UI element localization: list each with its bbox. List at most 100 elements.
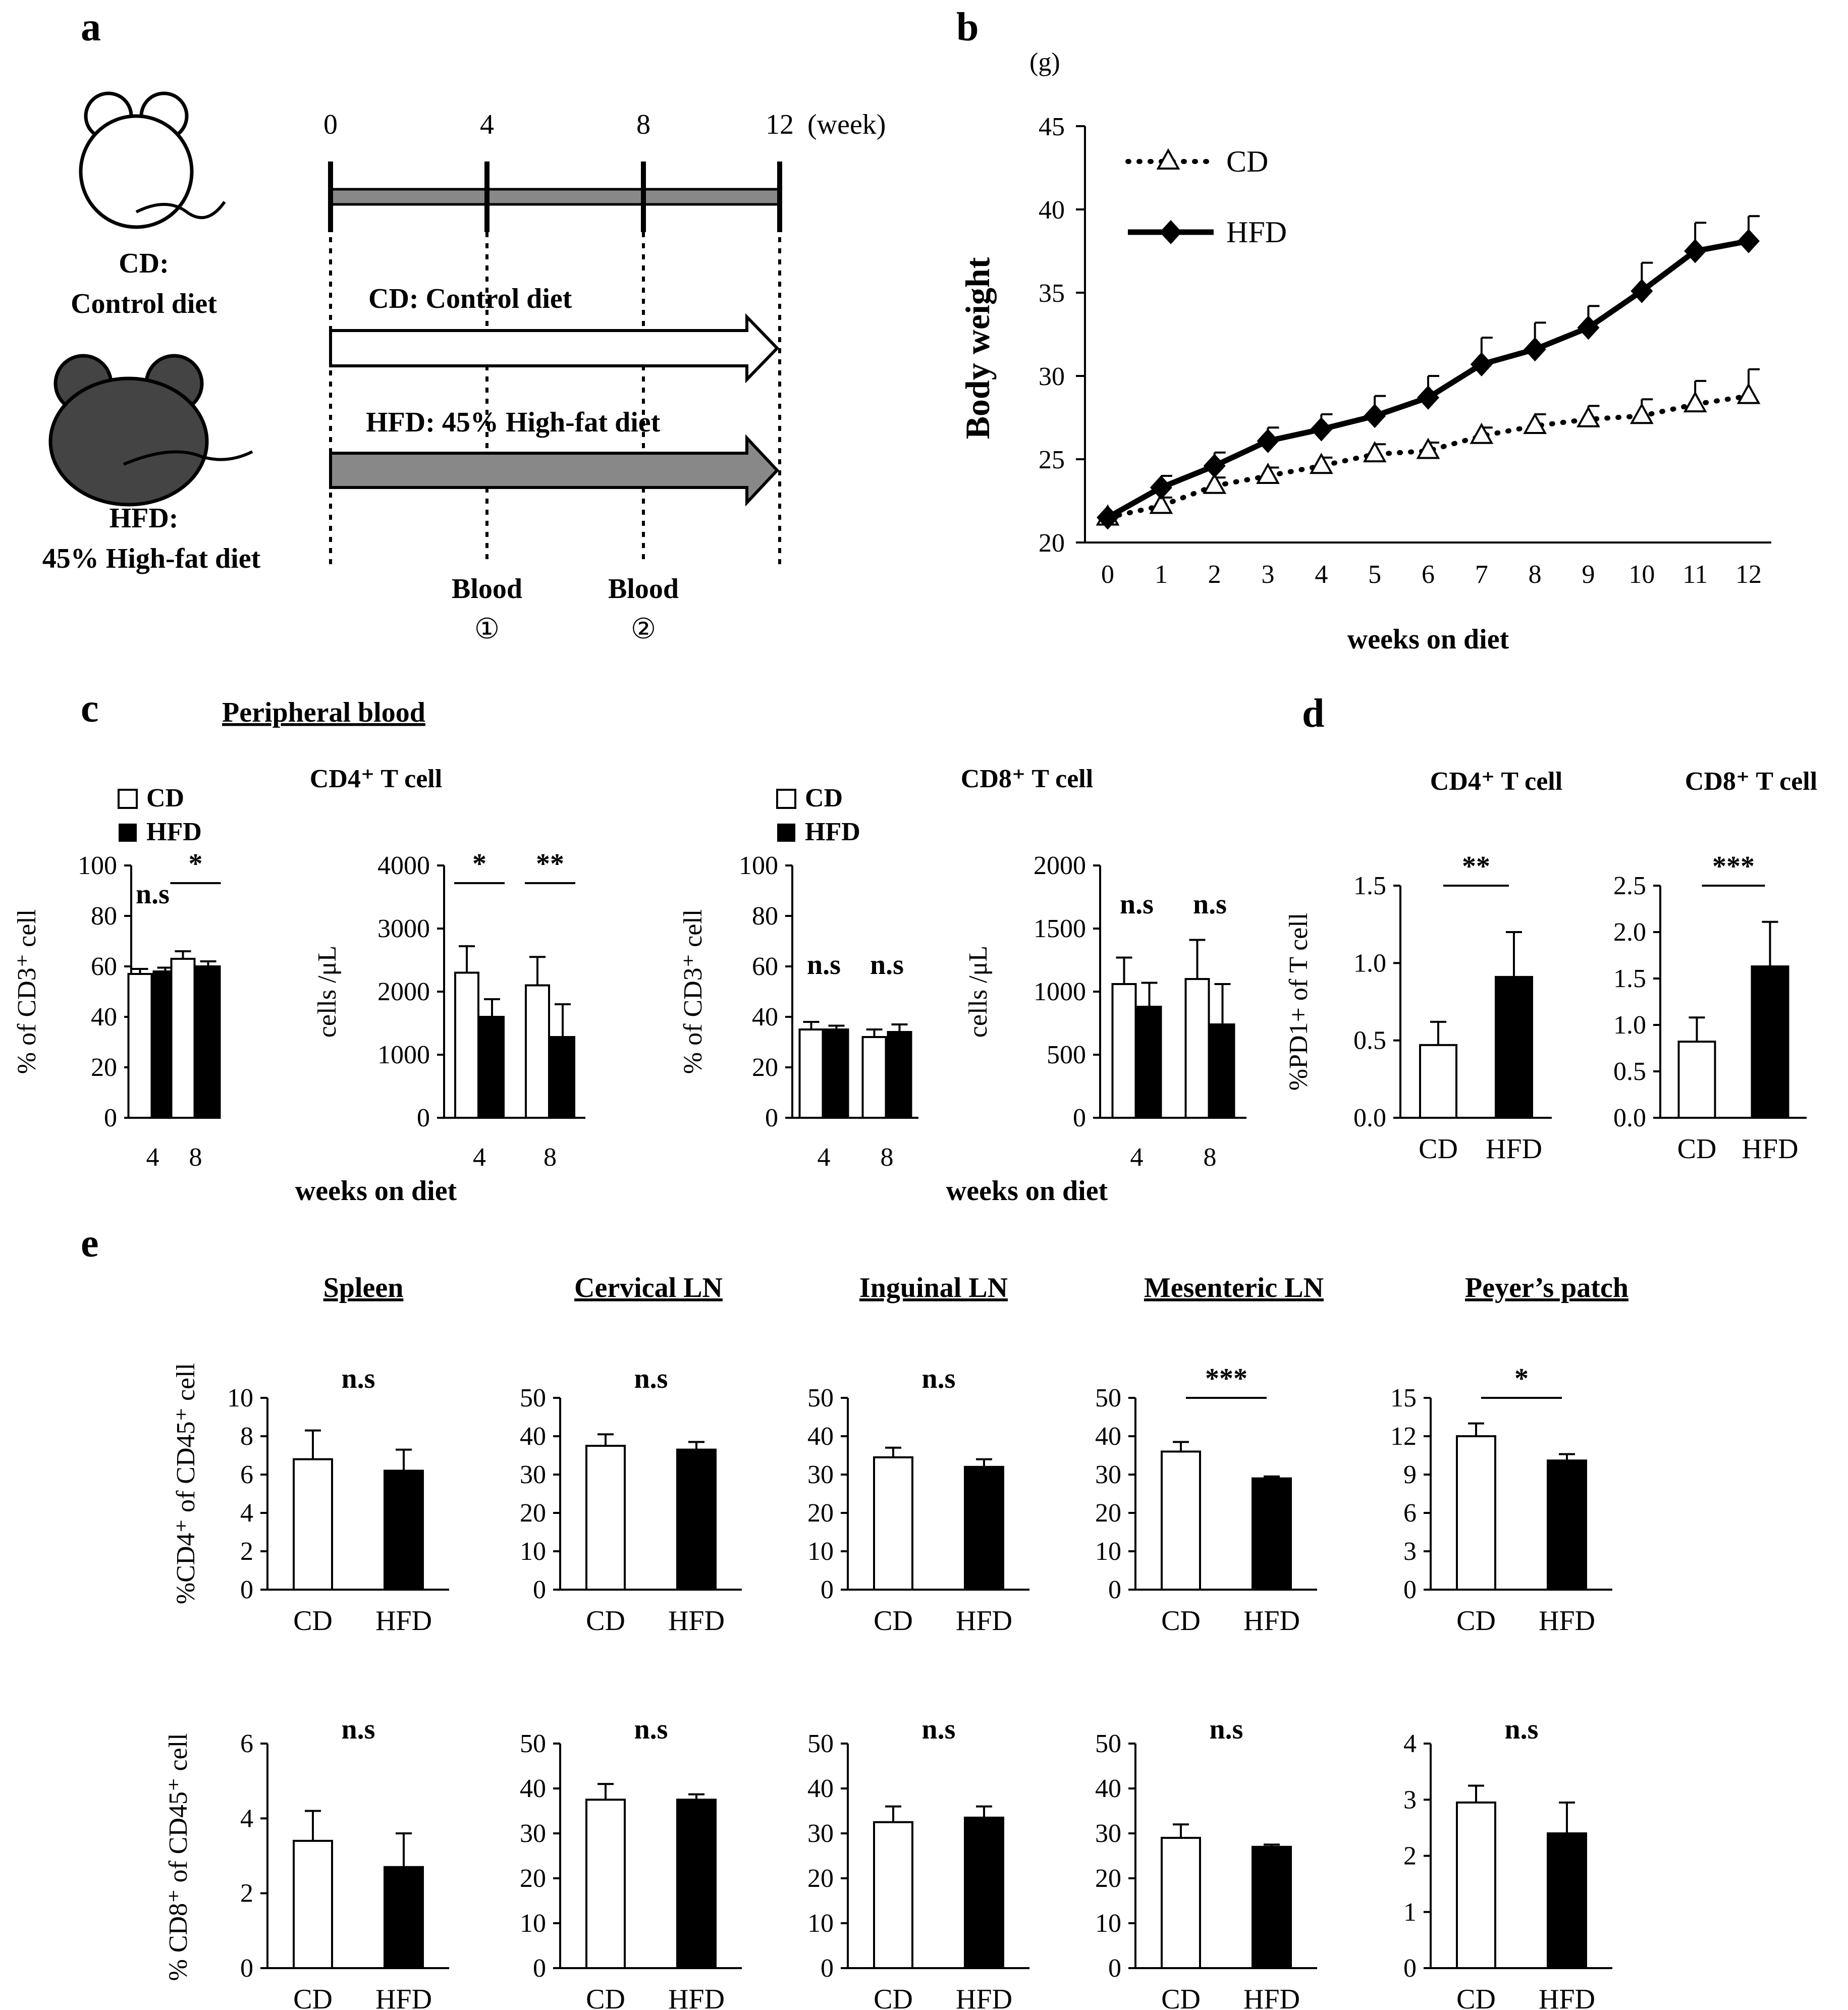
bar-cd	[293, 1458, 333, 1591]
x-tick-label: 8	[1204, 1143, 1217, 1172]
blood2-number: ②	[631, 614, 656, 645]
hfd-mouse-icon	[48, 354, 253, 507]
y-tick-label: 50	[1095, 1384, 1121, 1413]
x-tick-label: 4	[146, 1143, 159, 1172]
y-tick-label: 6	[240, 1729, 253, 1758]
bar-hfd	[1210, 1023, 1235, 1119]
legend-text-cd: CD	[146, 784, 184, 812]
y-tick-label: 4	[1403, 1729, 1417, 1758]
y-tick-label: 35	[1039, 279, 1065, 308]
y-tick-label: 10	[1095, 1909, 1121, 1938]
significance-label: ***	[1205, 1363, 1247, 1394]
x-tick-label: CD	[586, 1984, 625, 2010]
data-point	[1737, 229, 1760, 253]
y-tick-label: 0	[1073, 1104, 1086, 1132]
y-tick-label: 10	[520, 1909, 546, 1938]
y-tick-label: 0.5	[1353, 1026, 1386, 1055]
y-tick-label: 10	[1095, 1537, 1121, 1566]
y-tick-label: 45	[1039, 113, 1065, 141]
y-tick-label: 1.0	[1353, 949, 1386, 977]
y-tick-label: 50	[807, 1384, 834, 1413]
bar-cd	[1419, 1044, 1457, 1119]
significance-label: n.s	[634, 1714, 668, 1745]
y-tick-label: 40	[520, 1422, 546, 1451]
legend-swatch-hfd	[119, 824, 137, 842]
bar-hfd	[887, 1031, 912, 1119]
y-tick-label: 30	[520, 1819, 546, 1848]
x-tick-label: 11	[1682, 560, 1708, 589]
week-label-8: 8	[636, 109, 650, 140]
y-tick-label: 40	[1095, 1422, 1121, 1451]
chart-e-cd4-peyers: 0 3 6 9 12 15 CD HFD * Peyer’s patch	[1390, 1272, 1628, 1637]
chart-title: CD8⁺ T cell	[1685, 767, 1817, 796]
y-tick-label: 60	[91, 952, 117, 981]
x-tick-label: CD	[1419, 1133, 1458, 1165]
significance-label: n.s	[1505, 1714, 1539, 1745]
data-point	[1416, 438, 1440, 459]
legend-marker-hfd	[1160, 220, 1182, 244]
data-point	[1203, 472, 1227, 494]
cd-desc: Control diet	[71, 288, 217, 319]
y-tick-label: 20	[91, 1053, 117, 1082]
x-tick-label: 8	[1529, 560, 1542, 589]
x-tick-label: 4	[818, 1143, 831, 1172]
legend-marker-cd	[1156, 148, 1180, 170]
legend-swatch-hfd	[777, 824, 795, 842]
y-tick-label: 1000	[377, 1041, 430, 1069]
bar-hfd	[1495, 975, 1533, 1119]
chart-e-cd8-inguinal: 0 10 20 30 40 50 CD HFD n.s	[807, 1714, 1029, 2010]
bar-hfd	[1252, 1845, 1292, 1969]
chart-e-cd4-inguinal: 0 10 20 30 40 50 CD HFD n.s Inguinal LN	[807, 1272, 1029, 1637]
y-tick-label: 10	[520, 1537, 546, 1566]
chart-e-cd8-spleen: 0 2 4 6 % CD8⁺ of CD45⁺ cell CD HFD n.s	[164, 1714, 449, 2010]
x-tick-label: HFD	[1243, 1605, 1300, 1637]
data-point	[1736, 383, 1761, 404]
x-tick-label: 12	[1735, 560, 1762, 589]
data-point	[1683, 391, 1707, 413]
data-point	[1310, 417, 1333, 442]
week-label-0: 0	[323, 109, 338, 140]
y-tick-label: 0	[417, 1104, 430, 1132]
x-tick-label: 8	[189, 1143, 202, 1172]
y-tick-label: 6	[240, 1460, 253, 1489]
legend-text-cd: CD	[1226, 145, 1268, 178]
bar-cd	[1161, 1836, 1201, 1969]
chart-title: Spleen	[323, 1272, 404, 1303]
panel-letter-c: c	[81, 686, 99, 731]
x-tick-label: 5	[1368, 560, 1381, 589]
x-tick-label: HFD	[956, 1605, 1012, 1637]
panel-letter-b: b	[956, 5, 979, 49]
y-tick-label: 0.0	[1353, 1104, 1386, 1132]
timeline-ticks	[328, 161, 782, 232]
chart-e-cd4-mesenteric: 0 10 20 30 40 50 CD HFD *** Mesenteric LN	[1095, 1272, 1324, 1637]
y-tick-label: 50	[520, 1384, 546, 1413]
chart-e-cd8-peyers: 0 1 2 3 4 CD HFD n.s	[1403, 1714, 1612, 2010]
bar-cd	[873, 1456, 913, 1591]
panel-letter-a: a	[81, 5, 101, 49]
y-axis-title: %CD4⁺ of CD45⁺ cell	[172, 1363, 200, 1604]
y-tick-label: 12	[1390, 1422, 1417, 1451]
y-tick-label: 3	[1403, 1785, 1417, 1814]
bar-hfd	[676, 1799, 717, 1969]
y-tick-label: 0.5	[1613, 1057, 1646, 1086]
bar-cd	[873, 1821, 913, 1969]
x-tick-label: CD	[586, 1605, 625, 1637]
y-tick-label: 2000	[1034, 851, 1086, 880]
y-tick-label: 20	[520, 1499, 546, 1528]
bar-cd	[1456, 1435, 1496, 1591]
bar-cd	[585, 1799, 626, 1969]
y-tick-label: 30	[1095, 1460, 1121, 1489]
x-tick-label: 1	[1155, 560, 1168, 589]
bar-hfd	[1751, 965, 1789, 1119]
y-tick-label: 1.5	[1353, 872, 1386, 900]
x-tick-label: HFD	[668, 1984, 725, 2010]
y-tick-label: 30	[1039, 362, 1065, 391]
x-tick-label: CD	[293, 1984, 333, 2010]
y-axis-title: Body weight	[958, 257, 997, 439]
y-tick-label: 0	[240, 1576, 253, 1604]
significance-label: n.s	[342, 1363, 375, 1394]
significance-label: n.s	[634, 1363, 668, 1394]
bar-cd	[585, 1445, 626, 1591]
